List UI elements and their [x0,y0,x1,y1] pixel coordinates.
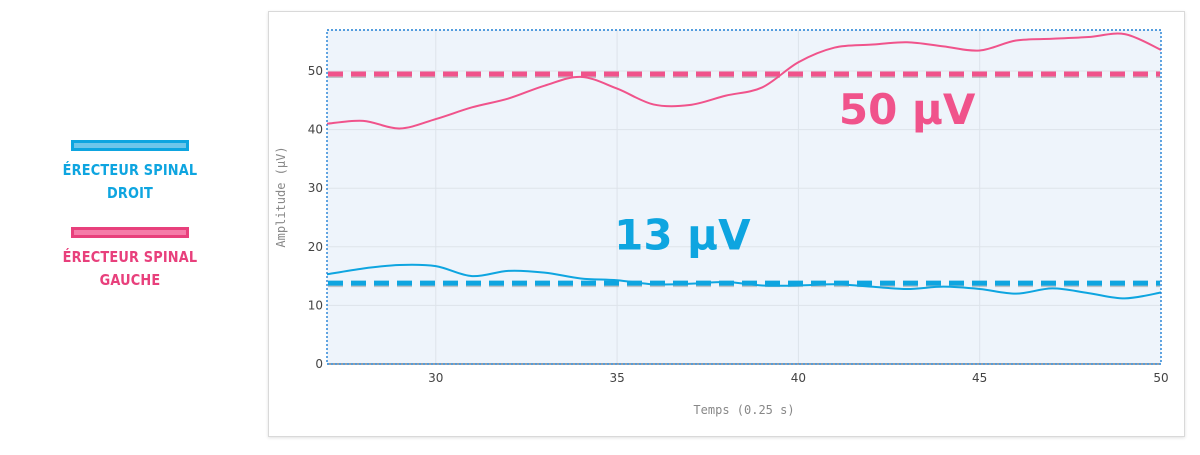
y-axis-title: Amplitude (µV) [274,146,288,247]
x-axis-title: Temps (0.25 s) [693,403,794,417]
y-tick-label: 20 [308,240,323,254]
chart-card: 50 µV 13 µV 0 10 20 30 40 50 30 35 40 45 50 Temps (0.… [268,11,1185,437]
legend-swatch-right [71,140,189,151]
y-tick-label: 10 [308,298,323,312]
left-threshold-label: 50 µV [839,85,976,134]
legend-item-left: ÉRECTEUR SPINAL GAUCHE [40,227,220,292]
x-tick-label: 40 [791,371,806,385]
legend-item-right: ÉRECTEUR SPINAL DROIT [40,140,220,205]
series-line-right[interactable] [326,263,1162,300]
plot-area [327,30,1161,364]
legend-label-right: ÉRECTEUR SPINAL DROIT [62,161,198,202]
right-threshold-label: 13 µV [614,211,751,260]
x-tick-label: 45 [972,371,987,385]
y-tick-label: 50 [308,64,323,78]
y-tick-label: 40 [308,123,323,137]
line-chart[interactable]: 50 µV 13 µV 0 10 20 30 40 50 30 35 40 45 50 Temps (0.… [269,12,1184,436]
legend-label-left: ÉRECTEUR SPINAL GAUCHE [62,248,198,289]
x-tick-label: 50 [1153,371,1168,385]
x-tick-label: 30 [428,371,443,385]
legend-swatch-left [71,227,189,238]
legend: ÉRECTEUR SPINAL DROIT ÉRECTEUR SPINAL GA… [40,140,220,314]
y-tick-label: 0 [315,357,323,371]
y-tick-label: 30 [308,181,323,195]
x-tick-label: 35 [609,371,624,385]
series-line-left[interactable] [326,32,1162,130]
plot-frame [326,29,1162,365]
